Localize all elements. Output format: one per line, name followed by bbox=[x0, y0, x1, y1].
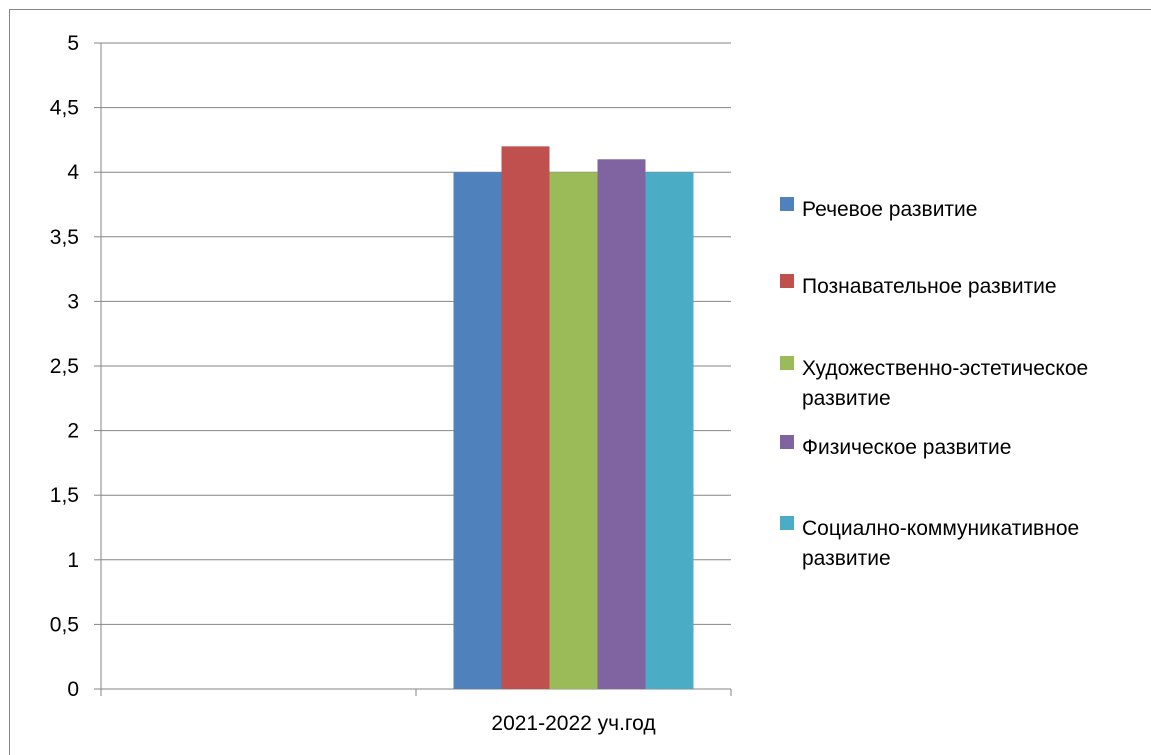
legend-marker bbox=[780, 274, 794, 288]
y-tick-label: 2,5 bbox=[50, 355, 79, 378]
legend-label: Художественно-эстетическое bbox=[802, 357, 1088, 380]
bar bbox=[501, 146, 550, 690]
y-tick-label: 4 bbox=[67, 161, 79, 184]
y-tick-label: 4,5 bbox=[50, 97, 79, 120]
y-tick-label: 1 bbox=[67, 549, 79, 572]
legend: Речевое развитие Познавательное развитие Х… bbox=[780, 197, 1088, 570]
bar bbox=[597, 159, 646, 689]
y-tick-label: 3,5 bbox=[50, 226, 79, 249]
legend-label: развитие bbox=[802, 547, 891, 570]
y-tick-label: 0 bbox=[67, 678, 79, 701]
legend-label: Познавательное развитие bbox=[802, 275, 1057, 298]
y-tick-label: 3 bbox=[67, 290, 79, 313]
y-tick-label: 2 bbox=[67, 420, 79, 443]
x-tick-label: 2021-2022 уч.год bbox=[491, 712, 655, 735]
x-tick-labels: 2021-2022 уч.год bbox=[491, 712, 655, 735]
y-tick-label: 5 bbox=[67, 32, 79, 55]
bar bbox=[453, 172, 502, 689]
legend-marker bbox=[780, 356, 794, 370]
bar bbox=[645, 172, 694, 689]
bar bbox=[549, 172, 598, 689]
legend-label: Физическое развитие bbox=[802, 436, 1011, 459]
legend-label: Социално-коммуникативное bbox=[802, 517, 1079, 540]
legend-marker bbox=[780, 197, 794, 211]
y-tick-labels: 0 0,5 1 1,5 2 2,5 3 3,5 4 4,5 5 bbox=[50, 32, 80, 701]
bars bbox=[453, 146, 694, 690]
y-tick-label: 0,5 bbox=[50, 613, 79, 636]
legend-marker bbox=[780, 435, 794, 449]
legend-label: Речевое развитие bbox=[802, 198, 977, 221]
legend-marker bbox=[780, 516, 794, 530]
legend-label: развитие bbox=[802, 387, 891, 410]
chart-area bbox=[9, 9, 1151, 755]
y-tick-label: 1,5 bbox=[50, 484, 79, 507]
